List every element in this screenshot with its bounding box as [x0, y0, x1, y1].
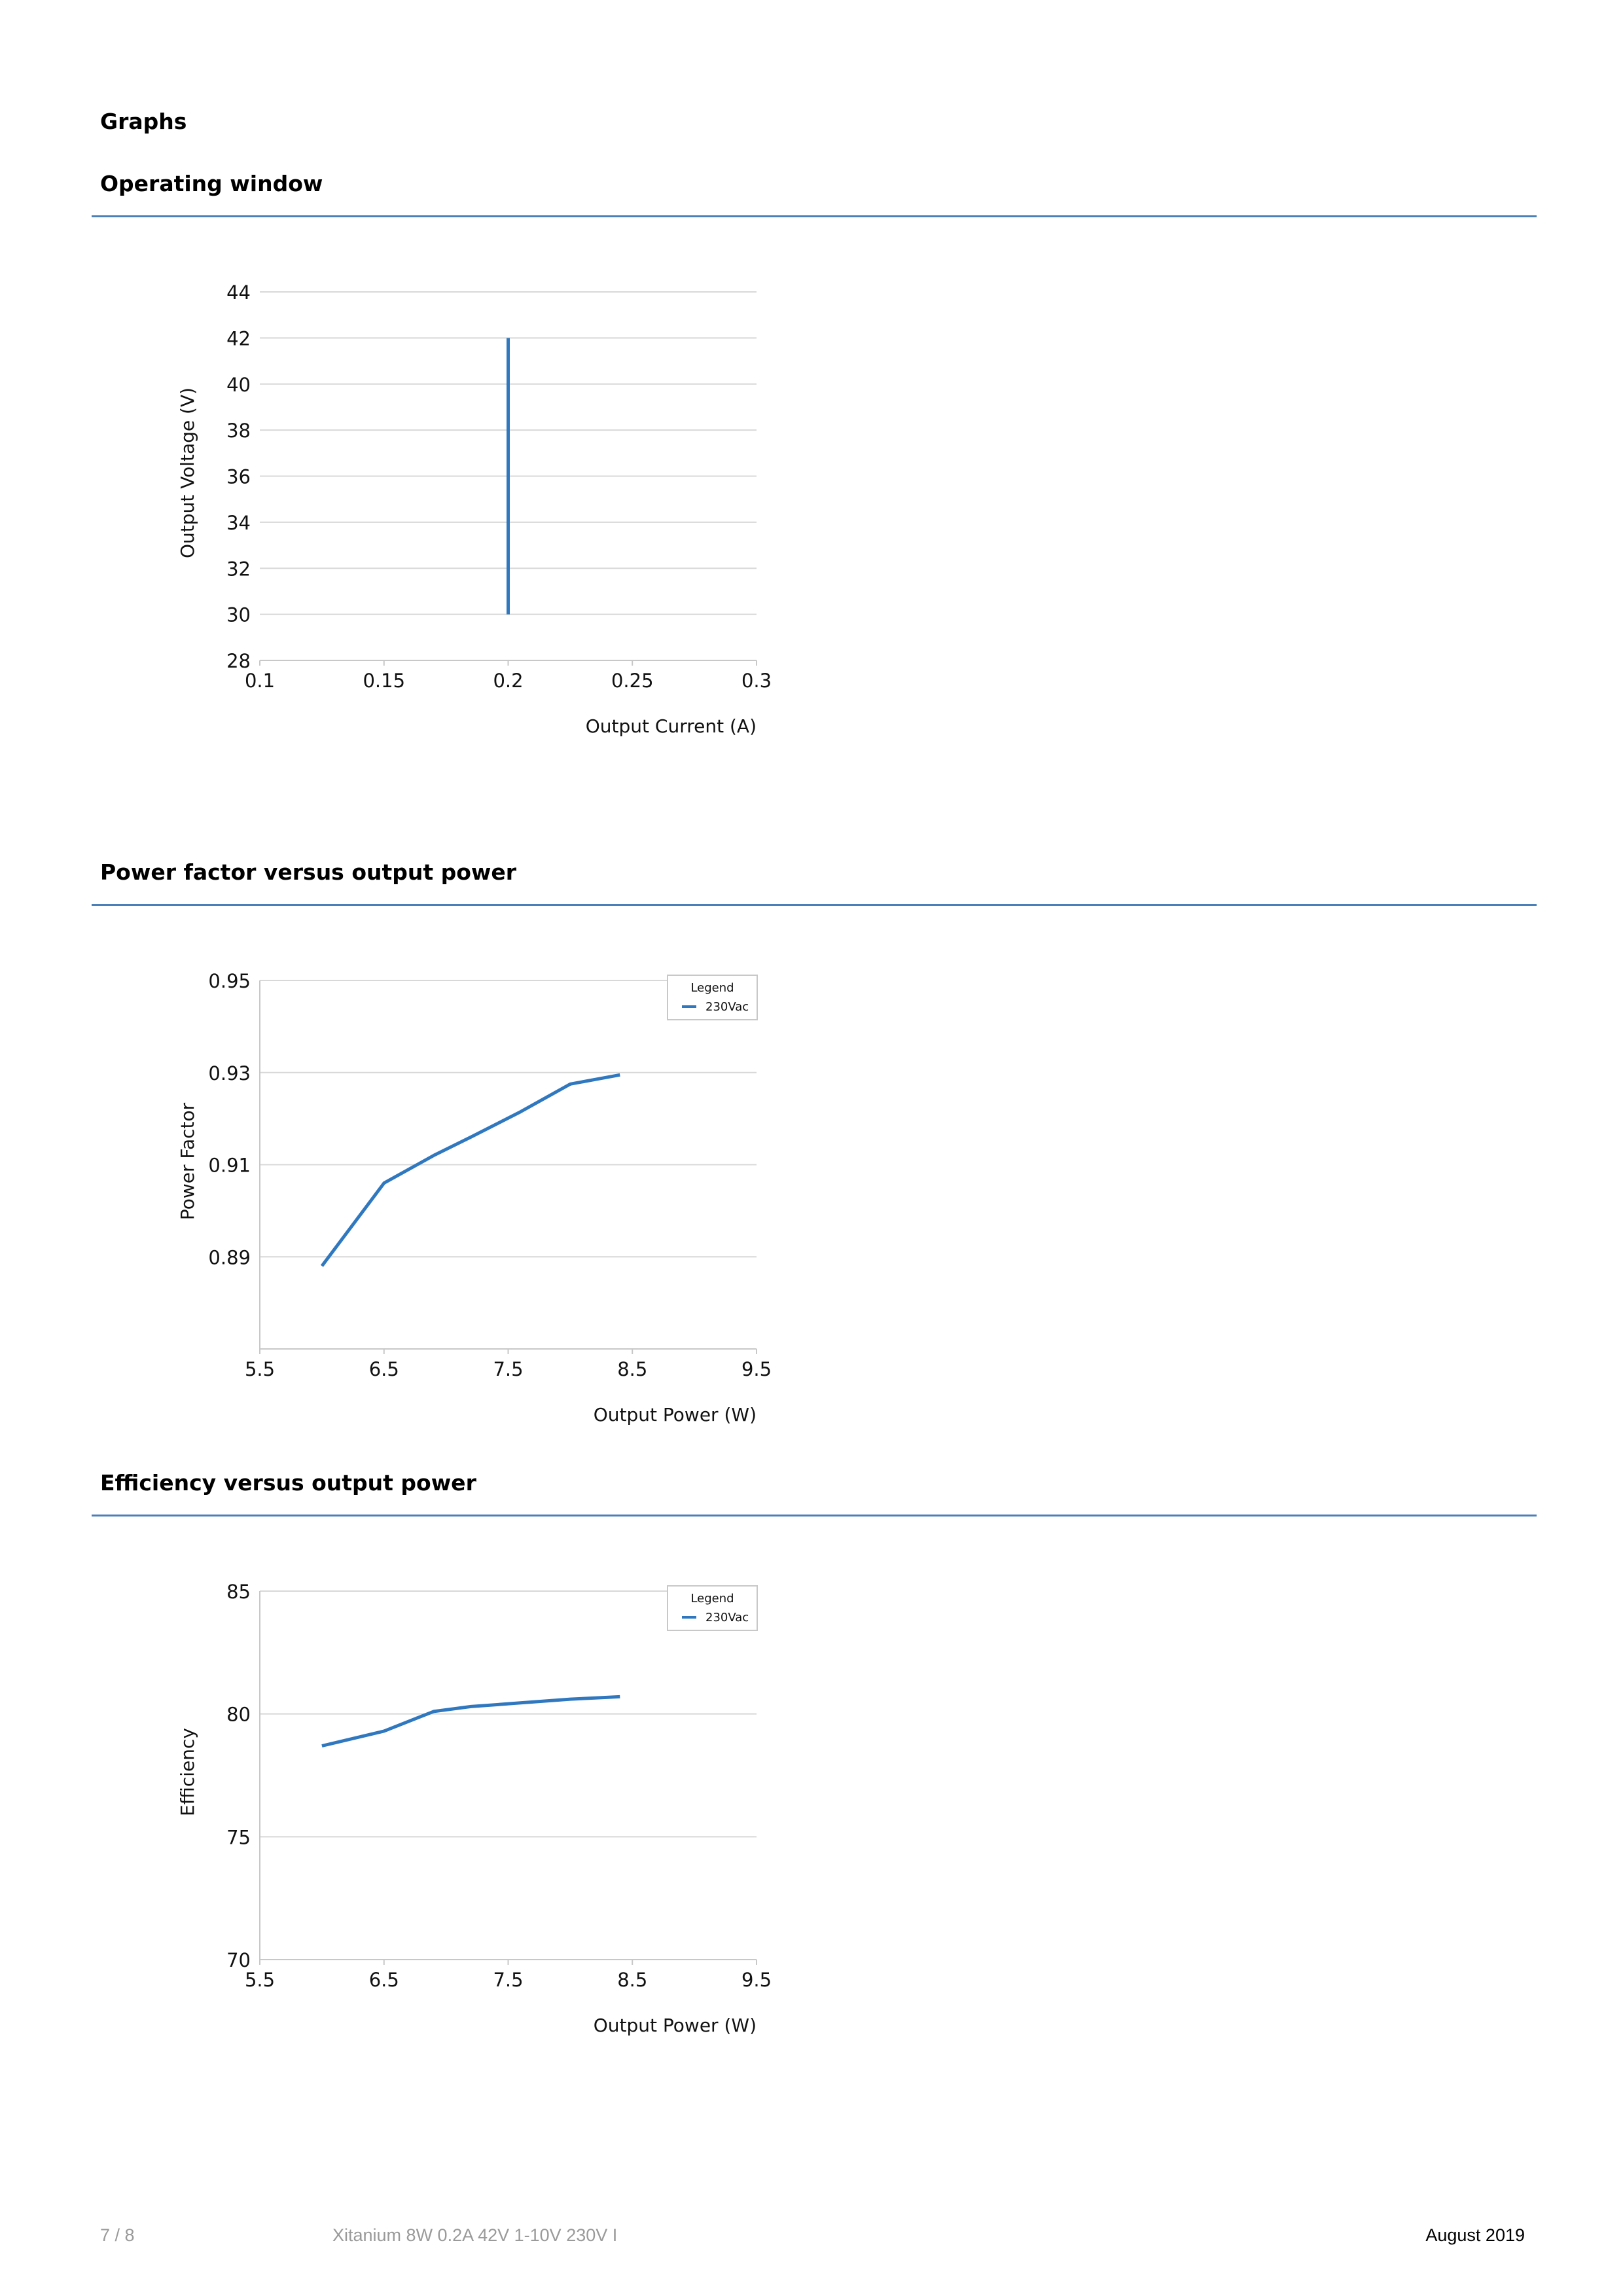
y-tick-label: 75 [226, 1826, 251, 1848]
x-tick-label: 8.5 [617, 1969, 647, 1991]
series-line [321, 1695, 620, 1748]
chart-efficiency: 70 75 80 85 5.5 6.5 7.5 8.5 9.5 Output Power (W) E… [177, 1581, 772, 2036]
y-tick-label: 38 [226, 420, 251, 442]
section-divider [92, 215, 1537, 217]
legend-title: Legend [690, 981, 734, 995]
section-title-power-factor: Power factor versus output power [100, 859, 517, 885]
y-tick-label: 40 [226, 374, 251, 396]
x-tick-label: 0.3 [741, 670, 772, 692]
x-tick-label: 0.25 [611, 670, 654, 692]
section-divider [92, 904, 1537, 906]
page-number: 7 / 8 [100, 2225, 135, 2245]
y-tick-label: 32 [226, 558, 251, 580]
y-axis-label: Power Factor [177, 1102, 198, 1220]
y-tick-label: 0.95 [208, 970, 251, 992]
y-tick-label: 44 [226, 281, 251, 304]
x-tick-label: 0.15 [363, 670, 405, 692]
legend-box [667, 1585, 758, 1631]
series-line [320, 1073, 620, 1267]
y-axis-label: Output Voltage (V) [177, 387, 198, 558]
section-title-operating-window: Operating window [100, 171, 323, 196]
y-tick-label: 0.91 [208, 1155, 251, 1177]
legend-box [667, 975, 758, 1020]
document-date: August 2019 [1425, 2225, 1525, 2245]
x-tick-label: 0.2 [493, 670, 523, 692]
legend-label: 230Vac [705, 1611, 749, 1624]
chart-power-factor: 0.89 0.91 0.93 0.95 5.5 6.5 7.5 8.5 9.5 Output Po… [177, 970, 772, 1426]
y-tick-label: 28 [226, 650, 251, 672]
y-tick-label: 42 [226, 327, 251, 350]
x-tick-label: 6.5 [369, 1358, 399, 1380]
y-tick-label: 36 [226, 466, 251, 488]
x-axis-label: Output Current (A) [586, 715, 757, 737]
section-title-efficiency: Efficiency versus output power [100, 1470, 476, 1496]
x-tick-label: 6.5 [369, 1969, 399, 1991]
legend-label: 230Vac [705, 1000, 749, 1014]
x-tick-label: 0.1 [245, 670, 275, 692]
x-tick-label: 9.5 [741, 1969, 772, 1991]
x-axis-label: Output Power (W) [594, 1404, 757, 1426]
section-divider [92, 1515, 1537, 1516]
y-tick-label: 85 [226, 1581, 251, 1603]
product-name: Xitanium 8W 0.2A 42V 1-10V 230V I [332, 2225, 618, 2245]
x-tick-label: 7.5 [493, 1969, 523, 1991]
legend-title: Legend [690, 1592, 734, 1605]
x-tick-label: 5.5 [245, 1358, 275, 1380]
y-tick-label: 70 [226, 1949, 251, 1971]
y-tick-label: 80 [226, 1704, 251, 1726]
x-tick-label: 7.5 [493, 1358, 523, 1380]
chart-operating-window: 28 30 32 34 36 38 40 42 44 0.1 0.15 0.2 0.25 0.3 Outpu… [177, 281, 772, 737]
y-tick-label: 0.89 [208, 1246, 251, 1268]
x-tick-label: 8.5 [617, 1358, 647, 1380]
y-tick-label: 0.93 [208, 1062, 251, 1085]
page-heading: Graphs [100, 109, 187, 134]
x-tick-label: 5.5 [245, 1969, 275, 1991]
y-axis-label: Efficiency [177, 1728, 198, 1816]
x-tick-label: 9.5 [741, 1358, 772, 1380]
y-tick-label: 34 [226, 512, 251, 534]
x-axis-label: Output Power (W) [594, 2015, 757, 2036]
y-tick-label: 30 [226, 604, 251, 626]
